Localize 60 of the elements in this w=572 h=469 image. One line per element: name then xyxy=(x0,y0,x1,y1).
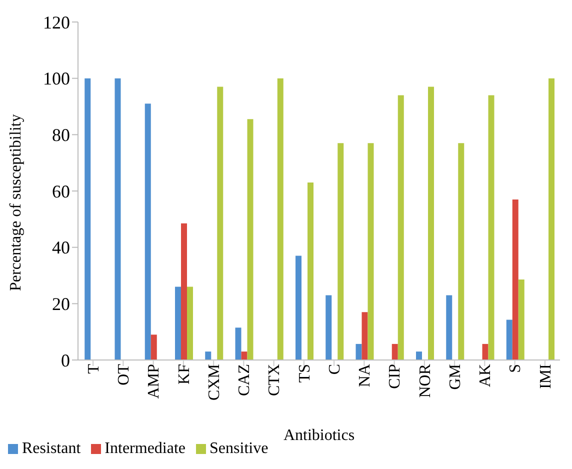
bar xyxy=(187,286,194,360)
y-tick-label: 20 xyxy=(52,294,70,314)
bar xyxy=(362,312,368,360)
y-tick-label: 40 xyxy=(52,238,70,258)
y-tick-label: 0 xyxy=(61,350,70,370)
bar xyxy=(235,328,242,360)
bar xyxy=(308,182,314,360)
bar xyxy=(458,143,464,360)
bar xyxy=(326,295,332,360)
bar xyxy=(506,320,512,360)
y-tick-label: 80 xyxy=(52,125,70,146)
bar xyxy=(428,86,434,360)
x-tick-label: AK xyxy=(477,364,494,388)
bar xyxy=(416,352,422,360)
bar xyxy=(241,352,248,360)
x-tick-label: CTX xyxy=(266,364,284,396)
bar xyxy=(368,143,374,360)
bar xyxy=(296,256,302,360)
x-tick-label: CXM xyxy=(206,364,223,400)
y-tick-label: 100 xyxy=(43,68,70,89)
y-axis-title: Percentage of susceptibility xyxy=(8,114,25,291)
bar xyxy=(205,352,212,360)
x-tick-label: KF xyxy=(176,364,193,384)
y-tick-label: 120 xyxy=(43,12,70,32)
bar xyxy=(512,199,518,360)
bar xyxy=(144,104,151,360)
x-tick-label: T xyxy=(85,364,102,374)
bar xyxy=(181,223,188,360)
bar xyxy=(518,279,524,360)
bar xyxy=(84,78,91,360)
bar xyxy=(247,119,254,360)
x-tick-label: NOR xyxy=(416,364,434,398)
x-tick-label: C xyxy=(326,364,344,375)
legend-label: Intermediate xyxy=(104,440,186,457)
x-tick-label: OT xyxy=(116,364,133,386)
x-tick-label: IMI xyxy=(537,364,554,389)
bar xyxy=(398,95,404,360)
bar xyxy=(217,86,224,360)
x-tick-label: CIP xyxy=(386,364,404,389)
bar xyxy=(150,334,157,360)
bar xyxy=(356,344,362,360)
legend-label: Sensitive xyxy=(210,440,268,457)
y-tick-label: 60 xyxy=(52,181,70,202)
x-axis-title: Antibiotics xyxy=(283,427,355,444)
bar xyxy=(114,78,121,360)
bar xyxy=(482,344,488,360)
bar xyxy=(175,286,182,360)
x-tick-label: TS xyxy=(296,364,314,383)
bar xyxy=(548,78,555,360)
legend-label: Resistant xyxy=(22,440,81,457)
x-tick-label: S xyxy=(507,364,524,373)
bar xyxy=(277,78,284,360)
bar xyxy=(392,344,398,360)
x-tick-label: AMP xyxy=(146,364,163,399)
x-tick-label: NA xyxy=(356,364,374,388)
bar xyxy=(446,295,452,360)
x-tick-label: CAZ xyxy=(236,364,254,396)
x-tick-label: GM xyxy=(446,364,464,390)
bar xyxy=(488,95,494,360)
bar xyxy=(338,143,344,360)
